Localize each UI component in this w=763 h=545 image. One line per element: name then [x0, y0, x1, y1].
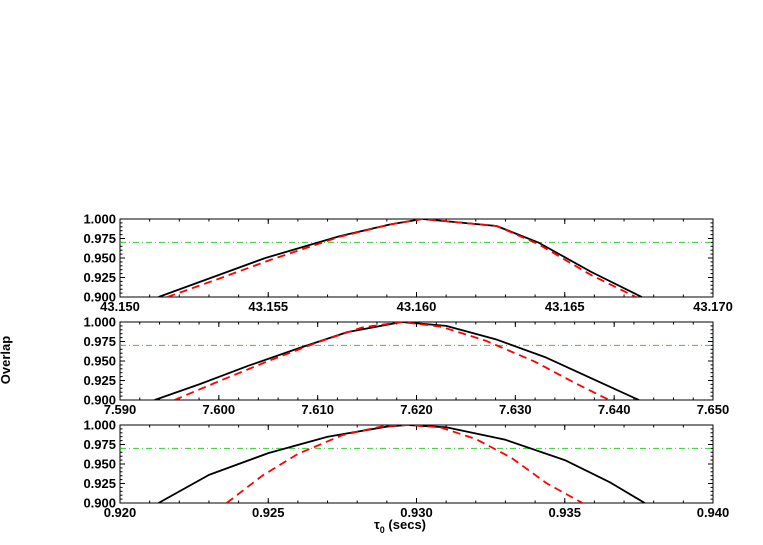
x-tick-label: 0.940: [697, 505, 730, 520]
panel-1: 0.900 0.925 0.950 0.975 1.000 43.150 43.155 43.…: [83, 212, 732, 315]
series-solid-black: [158, 219, 643, 297]
y-tick-label: 0.975: [83, 437, 116, 452]
y-tick-label: 0.950: [83, 354, 116, 369]
x-tick-label: 0.930: [400, 505, 433, 520]
panel-3: 0.900 0.925 0.950 0.975 1.000 0.920 0.925 0.930…: [83, 418, 729, 521]
x-tick-label: 7.650: [697, 402, 730, 417]
series-group: [158, 219, 643, 297]
x-axis-title-subscript: 0: [380, 525, 385, 535]
x-axis-title-unit: (secs): [385, 517, 426, 532]
y-tick-label: 0.975: [83, 231, 116, 246]
y-tick-label: 0.950: [83, 251, 116, 266]
plot-frame: [119, 321, 714, 401]
plot-frame: [119, 218, 714, 298]
y-tick-label: 1.000: [83, 315, 116, 330]
y-tick-label: 0.925: [83, 270, 116, 285]
x-tick-label: 43.155: [248, 299, 288, 314]
x-tick-label: 0.935: [548, 505, 581, 520]
series-dashed-red: [174, 322, 610, 400]
y-tick-label: 0.900: [83, 290, 116, 305]
y-tick-label: 0.950: [83, 457, 116, 472]
y-tick-label: 1.000: [83, 212, 116, 227]
x-tick-label: 7.630: [499, 402, 532, 417]
series-solid-black: [154, 322, 640, 400]
y-tick-label: 1.000: [83, 418, 116, 433]
panel-2: 0.900 0.925 0.950 0.975 1.000 7.590 7.600 7.610…: [83, 315, 729, 418]
series-solid-black: [158, 425, 646, 503]
x-tick-label: 7.600: [203, 402, 236, 417]
x-tick-label: 0.920: [104, 505, 137, 520]
series-dashed-red: [226, 425, 583, 503]
x-tick-label: 0.925: [252, 505, 285, 520]
y-tick-label: 0.900: [83, 496, 116, 511]
x-tick-label: 43.150: [100, 299, 140, 314]
y-axis-title: Overlap: [0, 336, 13, 384]
y-tick-label: 0.975: [83, 334, 116, 349]
x-tick-label: 7.620: [400, 402, 433, 417]
x-tick-label: 43.165: [545, 299, 585, 314]
series-dashed-red: [167, 219, 637, 297]
series-group: [158, 425, 646, 503]
x-tick-label: 7.640: [598, 402, 631, 417]
x-axis-title-symbol: τ: [374, 517, 380, 532]
x-axis-title: τ0 (secs): [374, 517, 426, 535]
x-tick-label: 43.170: [693, 299, 733, 314]
y-tick-label: 0.900: [83, 393, 116, 408]
x-tick-label: 7.590: [104, 402, 137, 417]
x-tick-label: 7.610: [301, 402, 334, 417]
y-tick-label: 0.925: [83, 476, 116, 491]
x-tick-label: 43.160: [397, 299, 437, 314]
series-group: [154, 322, 640, 400]
y-tick-label: 0.925: [83, 373, 116, 388]
